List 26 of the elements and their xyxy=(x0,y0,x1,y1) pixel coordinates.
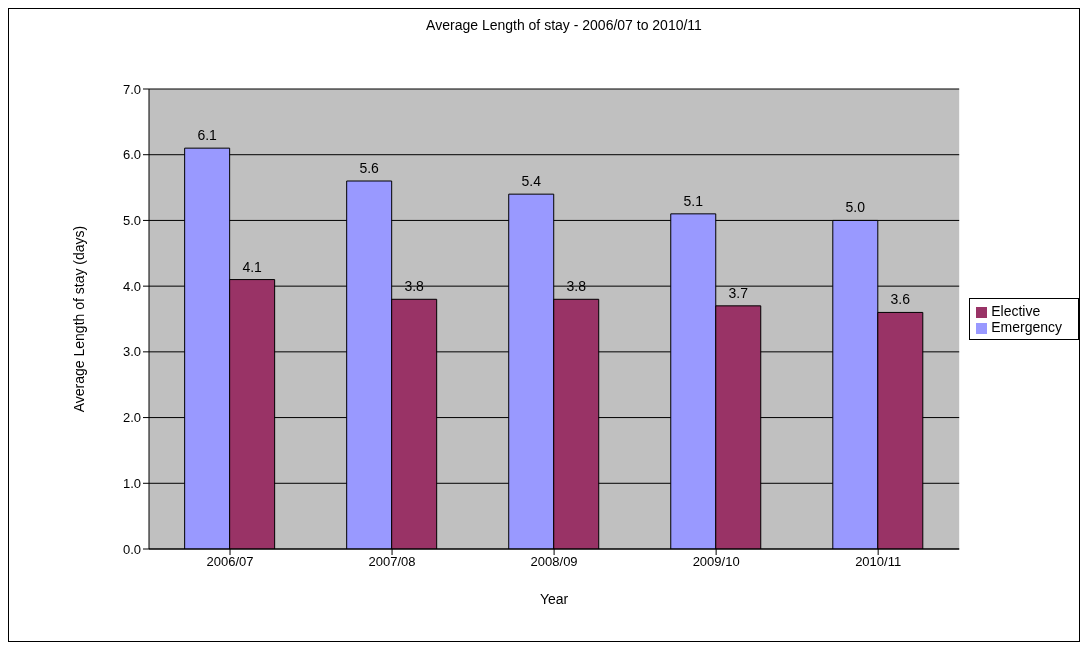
y-tick-label: 6.0 xyxy=(122,147,141,163)
y-tick-label: 5.0 xyxy=(122,213,141,229)
y-tick-label: 3.0 xyxy=(122,344,141,360)
data-label: 5.4 xyxy=(521,173,542,190)
data-label: 5.1 xyxy=(683,192,704,209)
legend-label: Elective xyxy=(991,303,1041,319)
y-tick-label: 2.0 xyxy=(122,410,141,426)
y-tick-label: 0.0 xyxy=(122,541,141,557)
x-tick-label: 2008/09 xyxy=(530,554,578,570)
data-label: 3.7 xyxy=(728,284,749,301)
data-label: 6.1 xyxy=(197,127,218,144)
x-tick-label: 2009/10 xyxy=(692,554,740,570)
x-tick-label: 2007/08 xyxy=(368,554,416,570)
x-tick-label: 2010/11 xyxy=(855,554,902,570)
y-tick-label: 1.0 xyxy=(122,475,141,491)
data-label: 5.6 xyxy=(359,160,380,176)
data-label: 5.0 xyxy=(845,199,866,216)
legend-label: Emergency xyxy=(991,319,1062,335)
data-label: 3.6 xyxy=(890,291,911,308)
y-tick-label: 7.0 xyxy=(122,81,141,97)
data-label: 4.1 xyxy=(242,258,263,275)
y-axis-title: Average Length of stay (days) xyxy=(70,225,87,413)
x-axis-title: Year xyxy=(539,591,569,607)
y-tick-label: 4.0 xyxy=(122,278,141,294)
x-tick-label: 2006/07 xyxy=(206,554,254,570)
chart-title: Average Length of stay - 2006/07 to 2010/11 xyxy=(425,17,703,33)
